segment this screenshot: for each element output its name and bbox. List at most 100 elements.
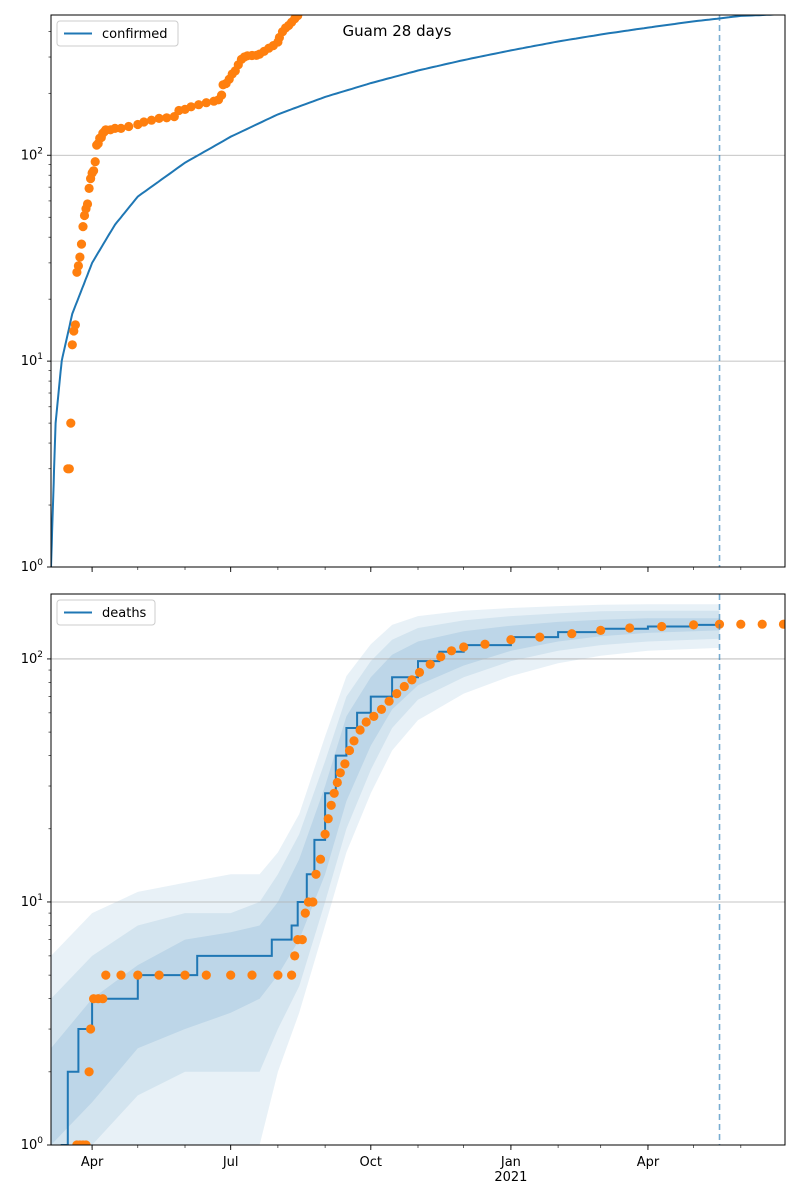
y-tick-label: 102 bbox=[21, 146, 43, 163]
legend-label-deaths: deaths bbox=[102, 606, 147, 621]
y-tick-label: 101 bbox=[21, 352, 43, 369]
x-tick-label: Apr bbox=[81, 1155, 104, 1170]
data-point bbox=[392, 689, 402, 699]
data-point bbox=[446, 646, 457, 656]
data-point bbox=[329, 788, 339, 798]
band-inner bbox=[51, 618, 720, 1145]
data-point bbox=[340, 759, 350, 769]
data-point bbox=[116, 123, 126, 133]
data-point bbox=[384, 696, 394, 706]
x-tick-label: Jul bbox=[222, 1155, 239, 1170]
data-point bbox=[75, 252, 85, 262]
data-point bbox=[98, 994, 108, 1004]
confidence-bands bbox=[51, 604, 720, 1145]
data-point bbox=[273, 970, 283, 980]
legend: confirmed bbox=[56, 20, 179, 47]
confirmed-line bbox=[51, 15, 785, 567]
data-point bbox=[436, 652, 446, 662]
data-point bbox=[84, 183, 94, 193]
data-point bbox=[355, 725, 365, 735]
data-point bbox=[323, 814, 333, 824]
data-point bbox=[217, 90, 227, 100]
band-middle bbox=[51, 610, 720, 1145]
data-point bbox=[596, 625, 606, 636]
data-point bbox=[67, 340, 77, 350]
y-gridlines bbox=[51, 658, 785, 903]
data-point bbox=[154, 113, 164, 123]
data-point bbox=[361, 717, 371, 727]
series-layer bbox=[51, 15, 785, 567]
legend-box bbox=[56, 599, 156, 626]
data-point bbox=[180, 970, 190, 980]
data-point bbox=[86, 1024, 96, 1034]
data-point bbox=[425, 659, 435, 669]
data-point bbox=[326, 800, 336, 810]
data-point bbox=[335, 768, 345, 778]
data-point bbox=[376, 704, 387, 715]
data-point bbox=[293, 15, 303, 21]
data-point bbox=[89, 166, 99, 176]
x-tick-label: Jan bbox=[500, 1155, 521, 1170]
data-point bbox=[290, 951, 300, 961]
y-tick-label: 101 bbox=[21, 893, 43, 910]
x-tick-label: Apr bbox=[637, 1155, 660, 1170]
data-point bbox=[535, 632, 545, 642]
data-point bbox=[315, 854, 326, 864]
data-point bbox=[657, 621, 667, 632]
data-point bbox=[399, 681, 409, 692]
y-tick-label: 100 bbox=[21, 1136, 44, 1153]
y-tick-label: 100 bbox=[21, 558, 44, 575]
legend-box bbox=[56, 20, 179, 47]
deaths-line bbox=[60, 623, 721, 1145]
data-point bbox=[226, 970, 236, 980]
data-point bbox=[186, 102, 196, 112]
data-point bbox=[90, 157, 100, 167]
data-point bbox=[133, 970, 143, 980]
data-point bbox=[778, 619, 785, 629]
data-point bbox=[116, 970, 126, 980]
data-point bbox=[369, 711, 379, 722]
data-point bbox=[736, 619, 746, 629]
band-outer bbox=[51, 604, 720, 1145]
data-point bbox=[101, 970, 111, 980]
data-point bbox=[414, 667, 425, 678]
data-point bbox=[407, 675, 417, 685]
data-point bbox=[154, 970, 164, 980]
data-point bbox=[332, 777, 342, 788]
data-point bbox=[480, 639, 490, 649]
data-point bbox=[201, 970, 211, 980]
data-point bbox=[506, 635, 516, 645]
series-layer bbox=[60, 619, 785, 1145]
y-gridlines bbox=[51, 154, 785, 362]
data-point bbox=[146, 115, 157, 125]
data-point bbox=[320, 829, 330, 839]
data-point bbox=[162, 113, 172, 123]
data-point bbox=[194, 100, 204, 110]
legend: deaths bbox=[56, 599, 156, 626]
data-point bbox=[344, 745, 355, 756]
data-point bbox=[73, 261, 83, 271]
data-point bbox=[78, 222, 88, 232]
confirmed-panel: 100 101 102 confirmed Guam 28 days bbox=[21, 14, 786, 575]
data-point bbox=[459, 642, 469, 652]
legend-label-confirmed: confirmed bbox=[102, 27, 168, 42]
data-point bbox=[308, 897, 318, 907]
data-point bbox=[689, 620, 699, 630]
y-tick-label: 102 bbox=[21, 650, 43, 667]
axes: 100 101 102 bbox=[21, 14, 786, 575]
data-point bbox=[311, 869, 321, 879]
data-point bbox=[66, 418, 76, 428]
data-point bbox=[297, 935, 307, 945]
data-point bbox=[757, 619, 767, 629]
data-point bbox=[84, 1067, 94, 1077]
data-point bbox=[625, 623, 635, 633]
data-point bbox=[70, 320, 80, 330]
x-tick-label: Oct bbox=[360, 1155, 382, 1170]
data-point bbox=[300, 908, 310, 918]
data-point bbox=[76, 239, 87, 249]
data-point bbox=[124, 121, 134, 132]
data-point bbox=[64, 464, 74, 474]
